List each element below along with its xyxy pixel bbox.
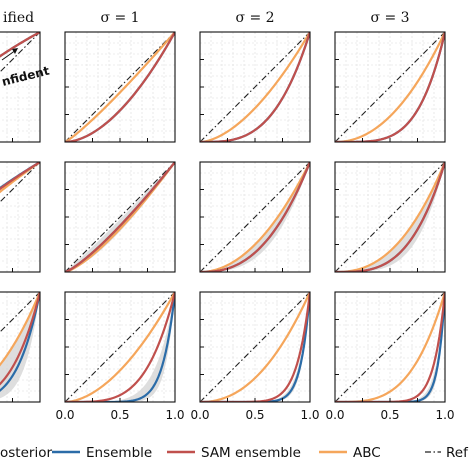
x-tick-label: 0.0 <box>325 408 344 422</box>
x-tick-label: 1.0 <box>300 408 319 422</box>
legend-item-sam: SAM ensemble <box>167 445 301 461</box>
reference-line <box>0 162 40 203</box>
sam-ensemble-line <box>200 162 310 272</box>
legend-label-sam: SAM ensemble <box>201 445 301 461</box>
reference-line <box>65 32 175 142</box>
abc-line <box>0 292 40 367</box>
plot-area <box>65 162 175 272</box>
reference-line <box>65 162 175 272</box>
reference-line <box>335 162 445 272</box>
legend-label-ensemble: Ensemble <box>86 445 152 461</box>
legend-item-ensemble: Ensemble <box>52 445 152 461</box>
annotation-arrowhead <box>12 48 18 54</box>
panel-frame <box>0 161 41 273</box>
posterior-band <box>200 162 310 272</box>
x-tick-label: 0.5 <box>245 408 264 422</box>
x-tick-label: 0.0 <box>190 408 209 422</box>
abc-line <box>65 292 175 402</box>
panel-r3-c2: 0.0 0.5 1.0 <box>55 291 185 422</box>
column-title-4: σ = 3 <box>370 10 409 26</box>
legend-label-abc: ABC <box>353 445 381 461</box>
abc-line <box>200 32 310 142</box>
panel-r3-c3: 0.0 0.5 1.0 <box>190 291 320 422</box>
x-tick-label: 0.5 <box>110 408 129 422</box>
plot-area <box>200 162 310 272</box>
reference-line <box>0 32 40 73</box>
grid <box>0 162 40 272</box>
x-tick-label: 1.0 <box>435 408 454 422</box>
sam-ensemble-line <box>65 162 175 272</box>
legend-label-posterior: osterior <box>0 445 52 461</box>
panel-r3-c4: 0.0 0.5 1.0 <box>325 291 455 422</box>
panel-r3-c1 <box>0 291 41 403</box>
sam-ensemble-line <box>0 162 40 191</box>
panel-frame <box>0 31 41 143</box>
reference-line <box>200 292 310 402</box>
ensemble-line <box>0 292 40 392</box>
sam-ensemble-line <box>0 32 40 58</box>
x-tick-label: 0.0 <box>55 408 74 422</box>
column-title-1: ified <box>3 10 34 26</box>
panel-r1-c4 <box>334 31 446 143</box>
legend: osterior Ensemble SAM ensemble ABC Ref <box>0 445 469 461</box>
reference-line <box>200 162 310 272</box>
panel-r2-c3 <box>199 161 311 273</box>
panel-r2-c2 <box>64 161 176 273</box>
abc-line <box>335 162 445 272</box>
panel-r1-c1 <box>0 31 41 143</box>
panel-r2-c4 <box>334 161 446 273</box>
panel-r1-c3 <box>199 31 311 143</box>
legend-item-posterior: osterior <box>0 445 52 461</box>
legend-item-reference: Ref <box>425 445 469 461</box>
abc-line <box>65 32 175 142</box>
panel-grid: 0.0 0.5 1.0 0.0 0.5 1.0 0.0 0.5 1.0 nfident <box>0 31 455 422</box>
plot-area <box>0 162 40 203</box>
abc-line <box>0 162 40 194</box>
annotation-text: nfident <box>0 64 51 89</box>
plot-area <box>0 32 40 73</box>
reference-line <box>335 292 445 402</box>
legend-item-abc: ABC <box>319 445 381 461</box>
column-title-3: σ = 2 <box>235 10 274 26</box>
sam-ensemble-line <box>0 292 40 386</box>
panel-r1-c2 <box>64 31 176 143</box>
sam-ensemble-line <box>65 32 175 142</box>
panel-r2-c1 <box>0 161 41 273</box>
ensemble-line <box>335 292 445 402</box>
x-tick-label: 0.5 <box>380 408 399 422</box>
column-titles: ified σ = 1 σ = 2 σ = 3 <box>3 10 410 26</box>
x-tick-label: 1.0 <box>165 408 184 422</box>
reference-line <box>200 32 310 142</box>
abc-line <box>200 162 310 272</box>
reference-line <box>335 32 445 142</box>
abc-line <box>335 32 445 142</box>
column-title-2: σ = 1 <box>100 10 139 26</box>
abc-line <box>200 292 310 402</box>
panel-frame <box>0 291 41 403</box>
plot-area <box>65 32 175 142</box>
reference-line <box>65 292 175 402</box>
legend-label-reference: Ref <box>446 445 469 461</box>
reference-line <box>0 292 40 333</box>
plot-area <box>0 292 40 399</box>
